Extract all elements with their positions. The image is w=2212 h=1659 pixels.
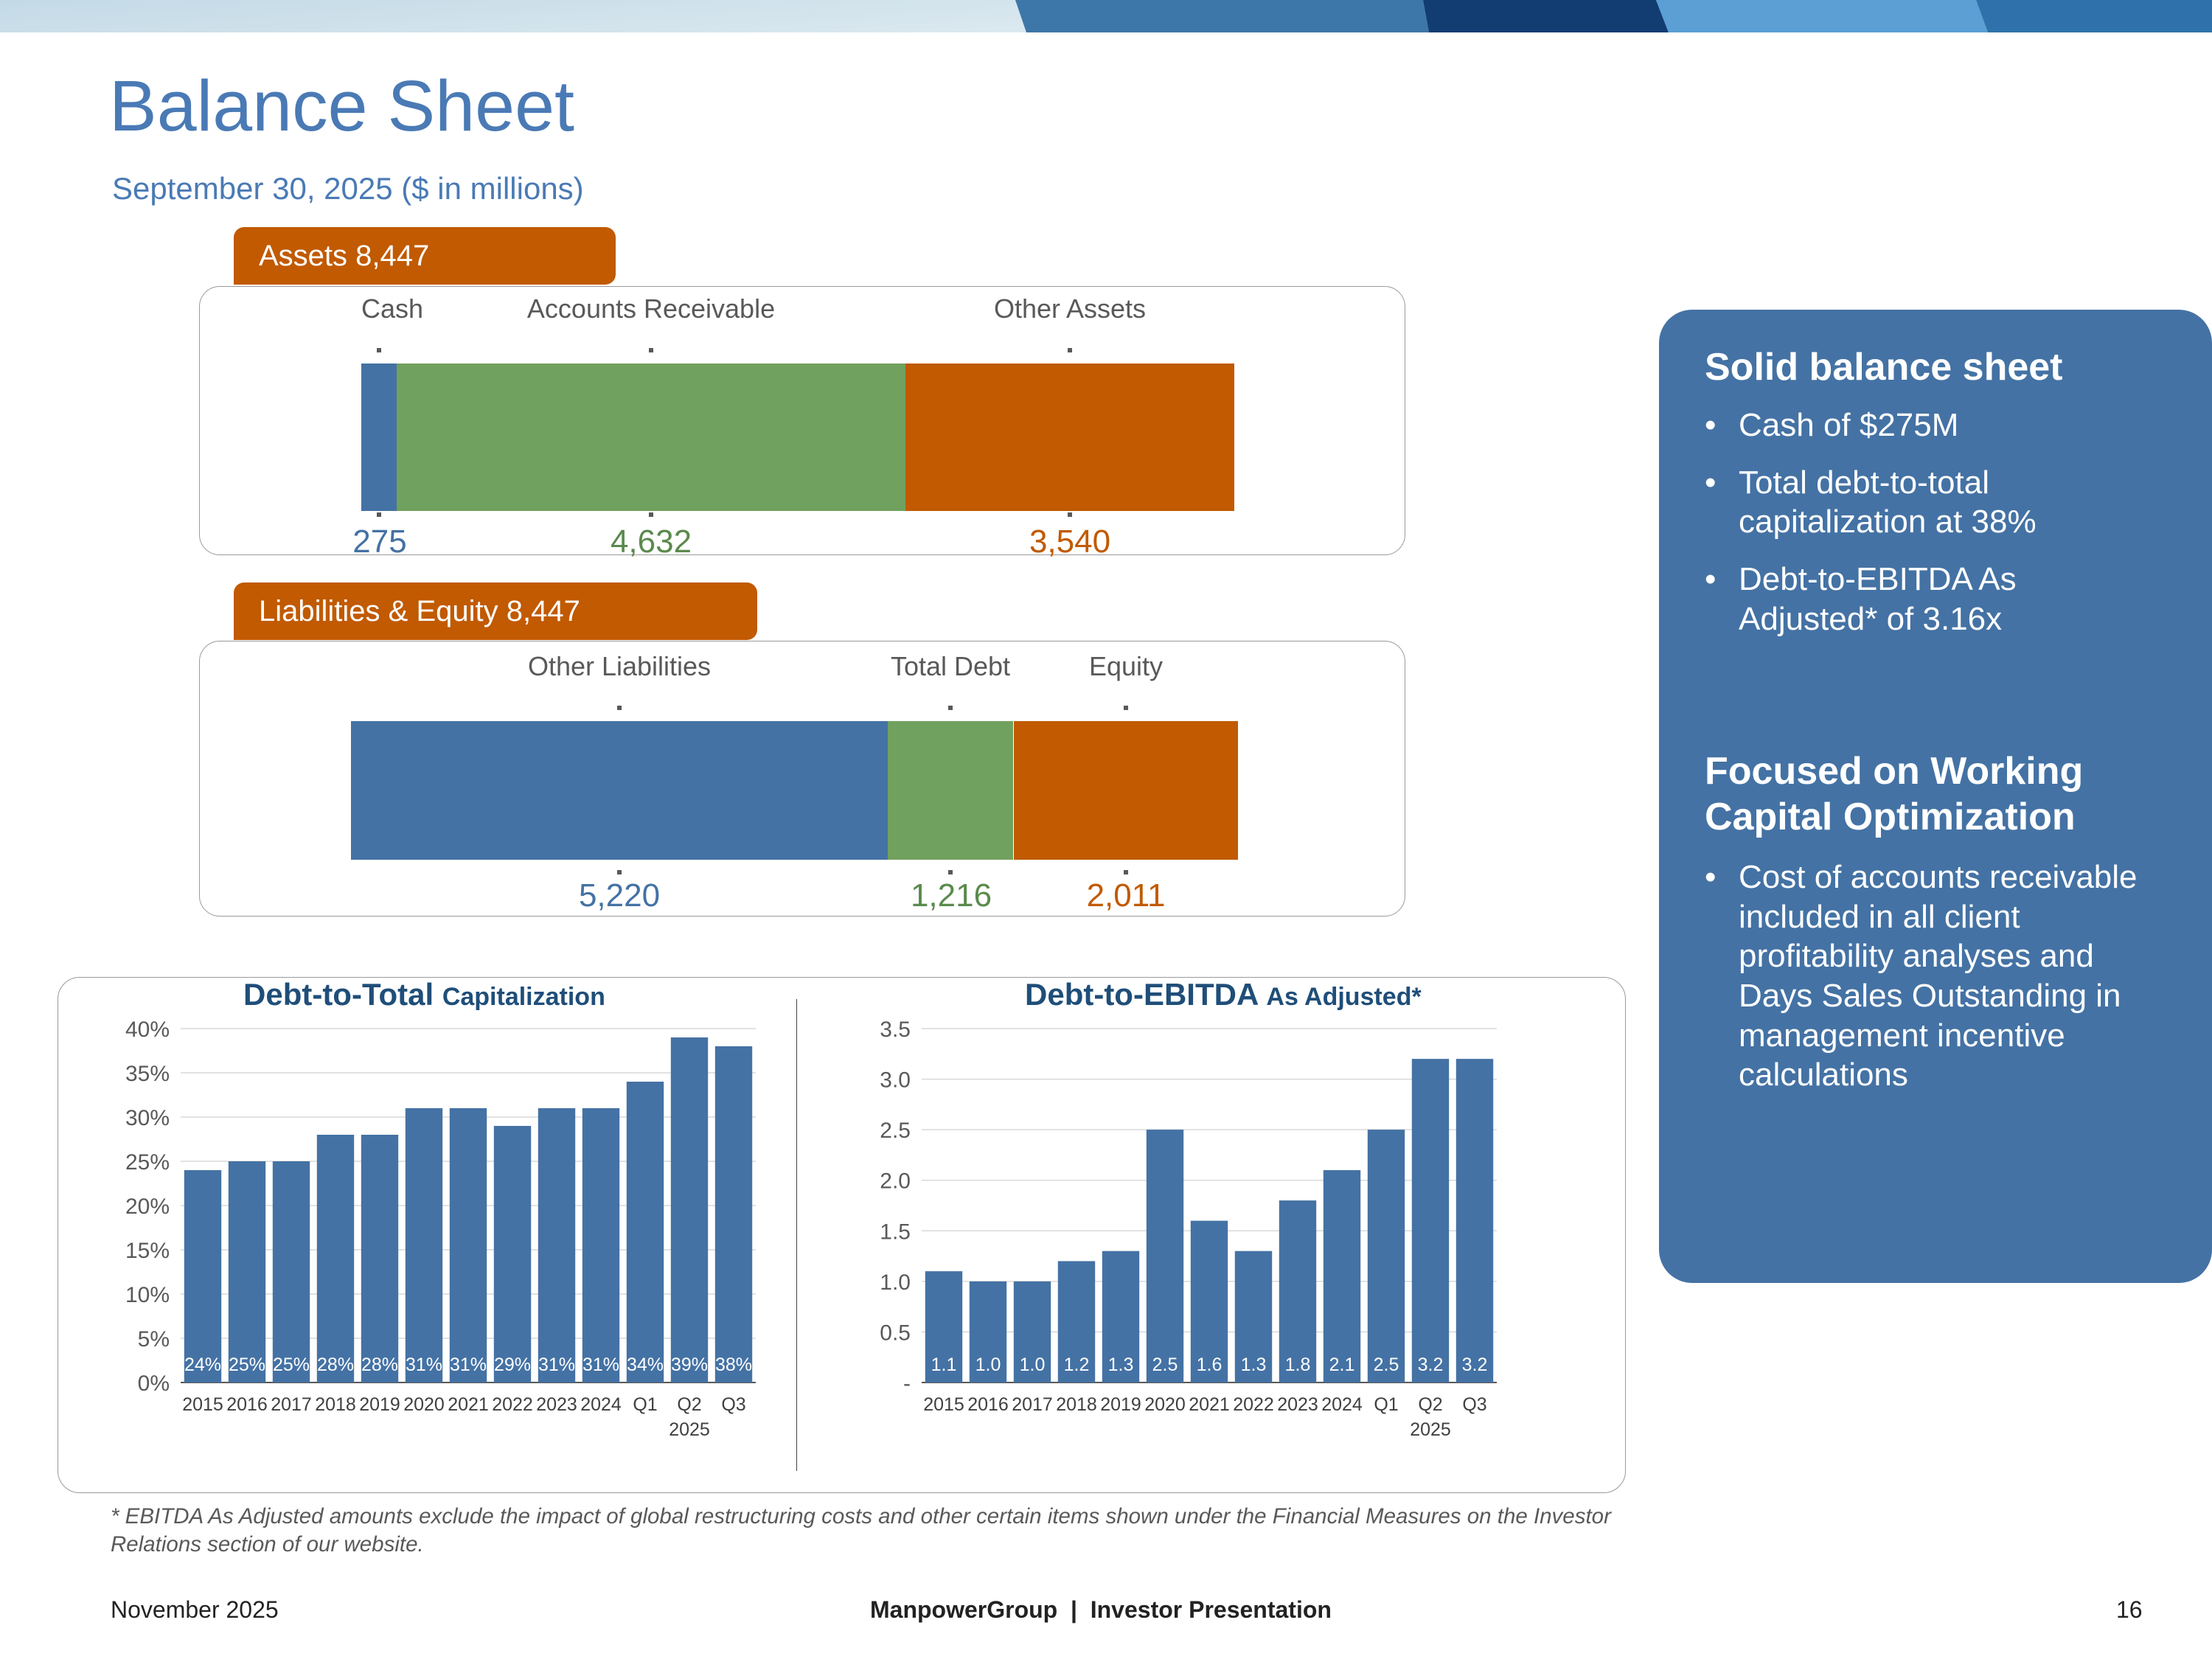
svg-text:3.5: 3.5: [880, 1018, 911, 1042]
svg-text:1.3: 1.3: [1241, 1354, 1267, 1375]
svg-text:29%: 29%: [494, 1354, 531, 1375]
svg-text:31%: 31%: [538, 1354, 575, 1375]
svg-text:38%: 38%: [715, 1354, 752, 1375]
svg-text:2015: 2015: [182, 1394, 223, 1415]
svg-text:1.3: 1.3: [1108, 1354, 1134, 1375]
svg-text:2015: 2015: [923, 1394, 964, 1415]
svg-text:2017: 2017: [271, 1394, 312, 1415]
svg-text:Q3: Q3: [1462, 1394, 1486, 1415]
svg-text:3.2: 3.2: [1462, 1354, 1488, 1375]
svg-text:1.6: 1.6: [1197, 1354, 1222, 1375]
svg-text:3.2: 3.2: [1418, 1354, 1444, 1375]
svg-text:0.5: 0.5: [880, 1321, 911, 1345]
svg-text:1.2: 1.2: [1064, 1354, 1090, 1375]
svg-text:20%: 20%: [125, 1194, 170, 1219]
svg-text:2023: 2023: [1277, 1394, 1318, 1415]
svg-text:35%: 35%: [125, 1062, 170, 1086]
svg-text:2020: 2020: [403, 1394, 445, 1415]
svg-text:40%: 40%: [125, 1018, 170, 1042]
svg-text:34%: 34%: [627, 1354, 664, 1375]
svg-text:2021: 2021: [1189, 1394, 1230, 1415]
svg-text:2024: 2024: [580, 1394, 622, 1415]
svg-text:10%: 10%: [125, 1283, 170, 1307]
svg-text:2017: 2017: [1012, 1394, 1053, 1415]
svg-text:2021: 2021: [448, 1394, 489, 1415]
svg-text:1.0: 1.0: [1020, 1354, 1046, 1375]
svg-text:Q1: Q1: [633, 1394, 657, 1415]
svg-text:2019: 2019: [359, 1394, 400, 1415]
svg-text:2018: 2018: [315, 1394, 356, 1415]
svg-text:30%: 30%: [125, 1106, 170, 1130]
svg-text:2.1: 2.1: [1329, 1354, 1355, 1375]
svg-text:2019: 2019: [1100, 1394, 1141, 1415]
svg-text:2022: 2022: [1233, 1394, 1274, 1415]
svg-text:2025: 2025: [669, 1419, 710, 1440]
svg-text:2016: 2016: [967, 1394, 1009, 1415]
svg-text:0%: 0%: [138, 1371, 170, 1396]
svg-text:25%: 25%: [125, 1150, 170, 1175]
svg-text:31%: 31%: [406, 1354, 442, 1375]
svg-text:2.5: 2.5: [1374, 1354, 1399, 1375]
svg-text:31%: 31%: [582, 1354, 619, 1375]
svg-text:39%: 39%: [671, 1354, 708, 1375]
svg-text:28%: 28%: [317, 1354, 354, 1375]
svg-text:Q2: Q2: [677, 1394, 701, 1415]
svg-text:1.5: 1.5: [880, 1220, 911, 1244]
svg-text:2023: 2023: [536, 1394, 577, 1415]
svg-text:24%: 24%: [184, 1354, 221, 1375]
svg-text:3.0: 3.0: [880, 1068, 911, 1093]
svg-text:2.5: 2.5: [880, 1119, 911, 1143]
svg-text:1.8: 1.8: [1285, 1354, 1311, 1375]
svg-text:1.0: 1.0: [880, 1270, 911, 1295]
svg-text:1.0: 1.0: [975, 1354, 1001, 1375]
svg-text:2025: 2025: [1410, 1419, 1451, 1440]
svg-text:15%: 15%: [125, 1239, 170, 1263]
svg-text:-: -: [903, 1371, 911, 1396]
svg-text:2.5: 2.5: [1152, 1354, 1178, 1375]
svg-text:2.0: 2.0: [880, 1169, 911, 1194]
svg-text:2020: 2020: [1144, 1394, 1186, 1415]
svg-text:25%: 25%: [229, 1354, 265, 1375]
svg-text:1.1: 1.1: [931, 1354, 957, 1375]
svg-text:Q2: Q2: [1418, 1394, 1442, 1415]
svg-text:Q1: Q1: [1374, 1394, 1398, 1415]
svg-text:Q3: Q3: [721, 1394, 745, 1415]
svg-text:2024: 2024: [1321, 1394, 1363, 1415]
svg-text:28%: 28%: [361, 1354, 398, 1375]
svg-text:2016: 2016: [226, 1394, 268, 1415]
svg-text:2022: 2022: [492, 1394, 533, 1415]
svg-text:5%: 5%: [138, 1327, 170, 1352]
svg-text:25%: 25%: [273, 1354, 310, 1375]
svg-text:2018: 2018: [1056, 1394, 1097, 1415]
svg-text:31%: 31%: [450, 1354, 487, 1375]
